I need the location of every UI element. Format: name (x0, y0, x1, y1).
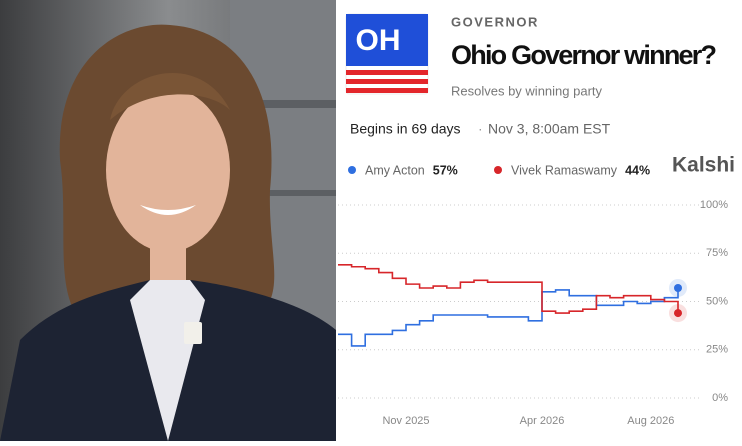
series-line (338, 287, 679, 347)
subtitle: Resolves by winning party (451, 83, 603, 98)
brand: Kalshi (672, 154, 735, 177)
legend-dot (494, 166, 502, 174)
chart: 0% 25% 50% 75% 100% Nov 2025 Apr 2026 Aug 2026 A… (338, 163, 728, 427)
y-tick-label: 50% (706, 295, 728, 307)
end-point (674, 283, 682, 292)
legend-value: 57% (433, 163, 458, 177)
photo (0, 0, 336, 441)
legend-value: 44% (625, 163, 650, 177)
y-tick-label: 100% (700, 199, 728, 211)
y-tick-label: 0% (712, 392, 728, 404)
separator: · (478, 121, 483, 137)
end-point (674, 309, 682, 318)
x-tick-label: Apr 2026 (520, 415, 565, 427)
legend-label: Amy Acton (365, 163, 425, 177)
legend-label: Vivek Ramaswamy (511, 163, 618, 177)
schedule: Begins in 69 days (350, 121, 461, 137)
y-tick-label: 25% (706, 344, 728, 356)
y-tick-label: 75% (706, 247, 728, 259)
x-tick-label: Aug 2026 (627, 415, 674, 427)
x-tick-label: Nov 2025 (382, 415, 429, 427)
legend-dot (348, 166, 356, 174)
schedule-detail: Nov 3, 8:00am EST (488, 121, 611, 137)
badge: OH (345, 13, 429, 95)
chart-title: Ohio Governor winner? (451, 40, 717, 70)
badge-text: OH (356, 24, 401, 57)
series-line (338, 264, 679, 314)
category-label: GOVERNOR (451, 14, 539, 29)
